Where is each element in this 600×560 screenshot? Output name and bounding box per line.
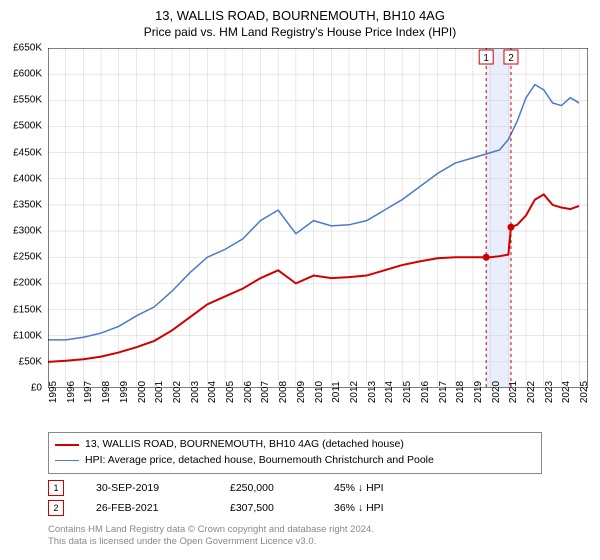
sale-date: 30-SEP-2019 xyxy=(96,482,206,494)
footnote-line: This data is licensed under the Open Gov… xyxy=(48,536,374,548)
legend-swatch-hpi xyxy=(55,460,79,462)
chart-area: 12 £0£50K£100K£150K£200K£250K£300K£350K£… xyxy=(48,48,588,388)
y-axis-label: £600K xyxy=(13,69,42,80)
sale-marker-icon: 2 xyxy=(48,500,64,516)
y-axis-label: £500K xyxy=(13,121,42,132)
sale-date: 26-FEB-2021 xyxy=(96,502,206,514)
y-axis-label: £450K xyxy=(13,147,42,158)
x-axis-label: 2014 xyxy=(384,381,395,403)
legend-item-property: 13, WALLIS ROAD, BOURNEMOUTH, BH10 4AG (… xyxy=(55,437,535,453)
x-axis-label: 2015 xyxy=(402,381,413,403)
x-axis-label: 2009 xyxy=(296,381,307,403)
sale-row: 2 26-FEB-2021 £307,500 36% ↓ HPI xyxy=(48,498,434,518)
x-axis-label: 2001 xyxy=(154,381,165,403)
sale-marker-icon: 1 xyxy=(48,480,64,496)
x-axis-label: 2024 xyxy=(561,381,572,403)
x-axis-label: 2021 xyxy=(508,381,519,403)
y-axis-label: £650K xyxy=(13,43,42,54)
chart-subtitle: Price paid vs. HM Land Registry's House … xyxy=(0,25,600,43)
svg-text:2: 2 xyxy=(508,53,514,64)
y-axis-label: £200K xyxy=(13,278,42,289)
x-axis-label: 2000 xyxy=(137,381,148,403)
x-axis-label: 1999 xyxy=(119,381,130,403)
sales-table: 1 30-SEP-2019 £250,000 45% ↓ HPI 2 26-FE… xyxy=(48,478,434,518)
x-axis-label: 2017 xyxy=(438,381,449,403)
x-axis-label: 2022 xyxy=(526,381,537,403)
x-axis-label: 2012 xyxy=(349,381,360,403)
y-axis-label: £150K xyxy=(13,304,42,315)
y-axis-label: £100K xyxy=(13,330,42,341)
chart-container: 13, WALLIS ROAD, BOURNEMOUTH, BH10 4AG P… xyxy=(0,0,600,560)
x-axis-label: 2011 xyxy=(331,381,342,403)
svg-text:1: 1 xyxy=(483,53,489,64)
x-axis-label: 2013 xyxy=(367,381,378,403)
y-axis-label: £400K xyxy=(13,173,42,184)
y-axis-label: £300K xyxy=(13,226,42,237)
y-axis-label: £0 xyxy=(31,383,42,394)
sale-row: 1 30-SEP-2019 £250,000 45% ↓ HPI xyxy=(48,478,434,498)
footnote-line: Contains HM Land Registry data © Crown c… xyxy=(48,524,374,536)
legend: 13, WALLIS ROAD, BOURNEMOUTH, BH10 4AG (… xyxy=(48,432,542,474)
sale-price: £250,000 xyxy=(230,482,310,494)
legend-label-hpi: HPI: Average price, detached house, Bour… xyxy=(85,453,434,469)
x-axis-label: 2020 xyxy=(491,381,502,403)
sale-diff: 45% ↓ HPI xyxy=(334,482,434,494)
sale-diff: 36% ↓ HPI xyxy=(334,502,434,514)
x-axis-label: 1996 xyxy=(66,381,77,403)
x-axis-label: 2005 xyxy=(225,381,236,403)
x-axis-label: 1998 xyxy=(101,381,112,403)
x-axis-label: 2008 xyxy=(278,381,289,403)
x-axis-label: 2025 xyxy=(579,381,590,403)
y-axis-label: £50K xyxy=(19,356,42,367)
sale-price: £307,500 xyxy=(230,502,310,514)
legend-swatch-property xyxy=(55,444,79,446)
y-axis-label: £350K xyxy=(13,199,42,210)
x-axis-label: 2023 xyxy=(544,381,555,403)
footnote: Contains HM Land Registry data © Crown c… xyxy=(48,524,374,549)
x-axis-label: 2019 xyxy=(473,381,484,403)
legend-item-hpi: HPI: Average price, detached house, Bour… xyxy=(55,453,535,469)
x-axis-label: 2018 xyxy=(455,381,466,403)
line-chart: 12 xyxy=(48,48,588,388)
x-axis-label: 2002 xyxy=(172,381,183,403)
x-axis-label: 1997 xyxy=(83,381,94,403)
y-axis-label: £250K xyxy=(13,252,42,263)
x-axis-label: 2016 xyxy=(420,381,431,403)
x-axis-label: 2004 xyxy=(207,381,218,403)
chart-title: 13, WALLIS ROAD, BOURNEMOUTH, BH10 4AG xyxy=(0,0,600,25)
x-axis-label: 2007 xyxy=(260,381,271,403)
y-axis-label: £550K xyxy=(13,95,42,106)
x-axis-label: 2010 xyxy=(314,381,325,403)
legend-label-property: 13, WALLIS ROAD, BOURNEMOUTH, BH10 4AG (… xyxy=(85,437,404,453)
x-axis-label: 2003 xyxy=(190,381,201,403)
x-axis-label: 1995 xyxy=(48,381,59,403)
x-axis-label: 2006 xyxy=(243,381,254,403)
